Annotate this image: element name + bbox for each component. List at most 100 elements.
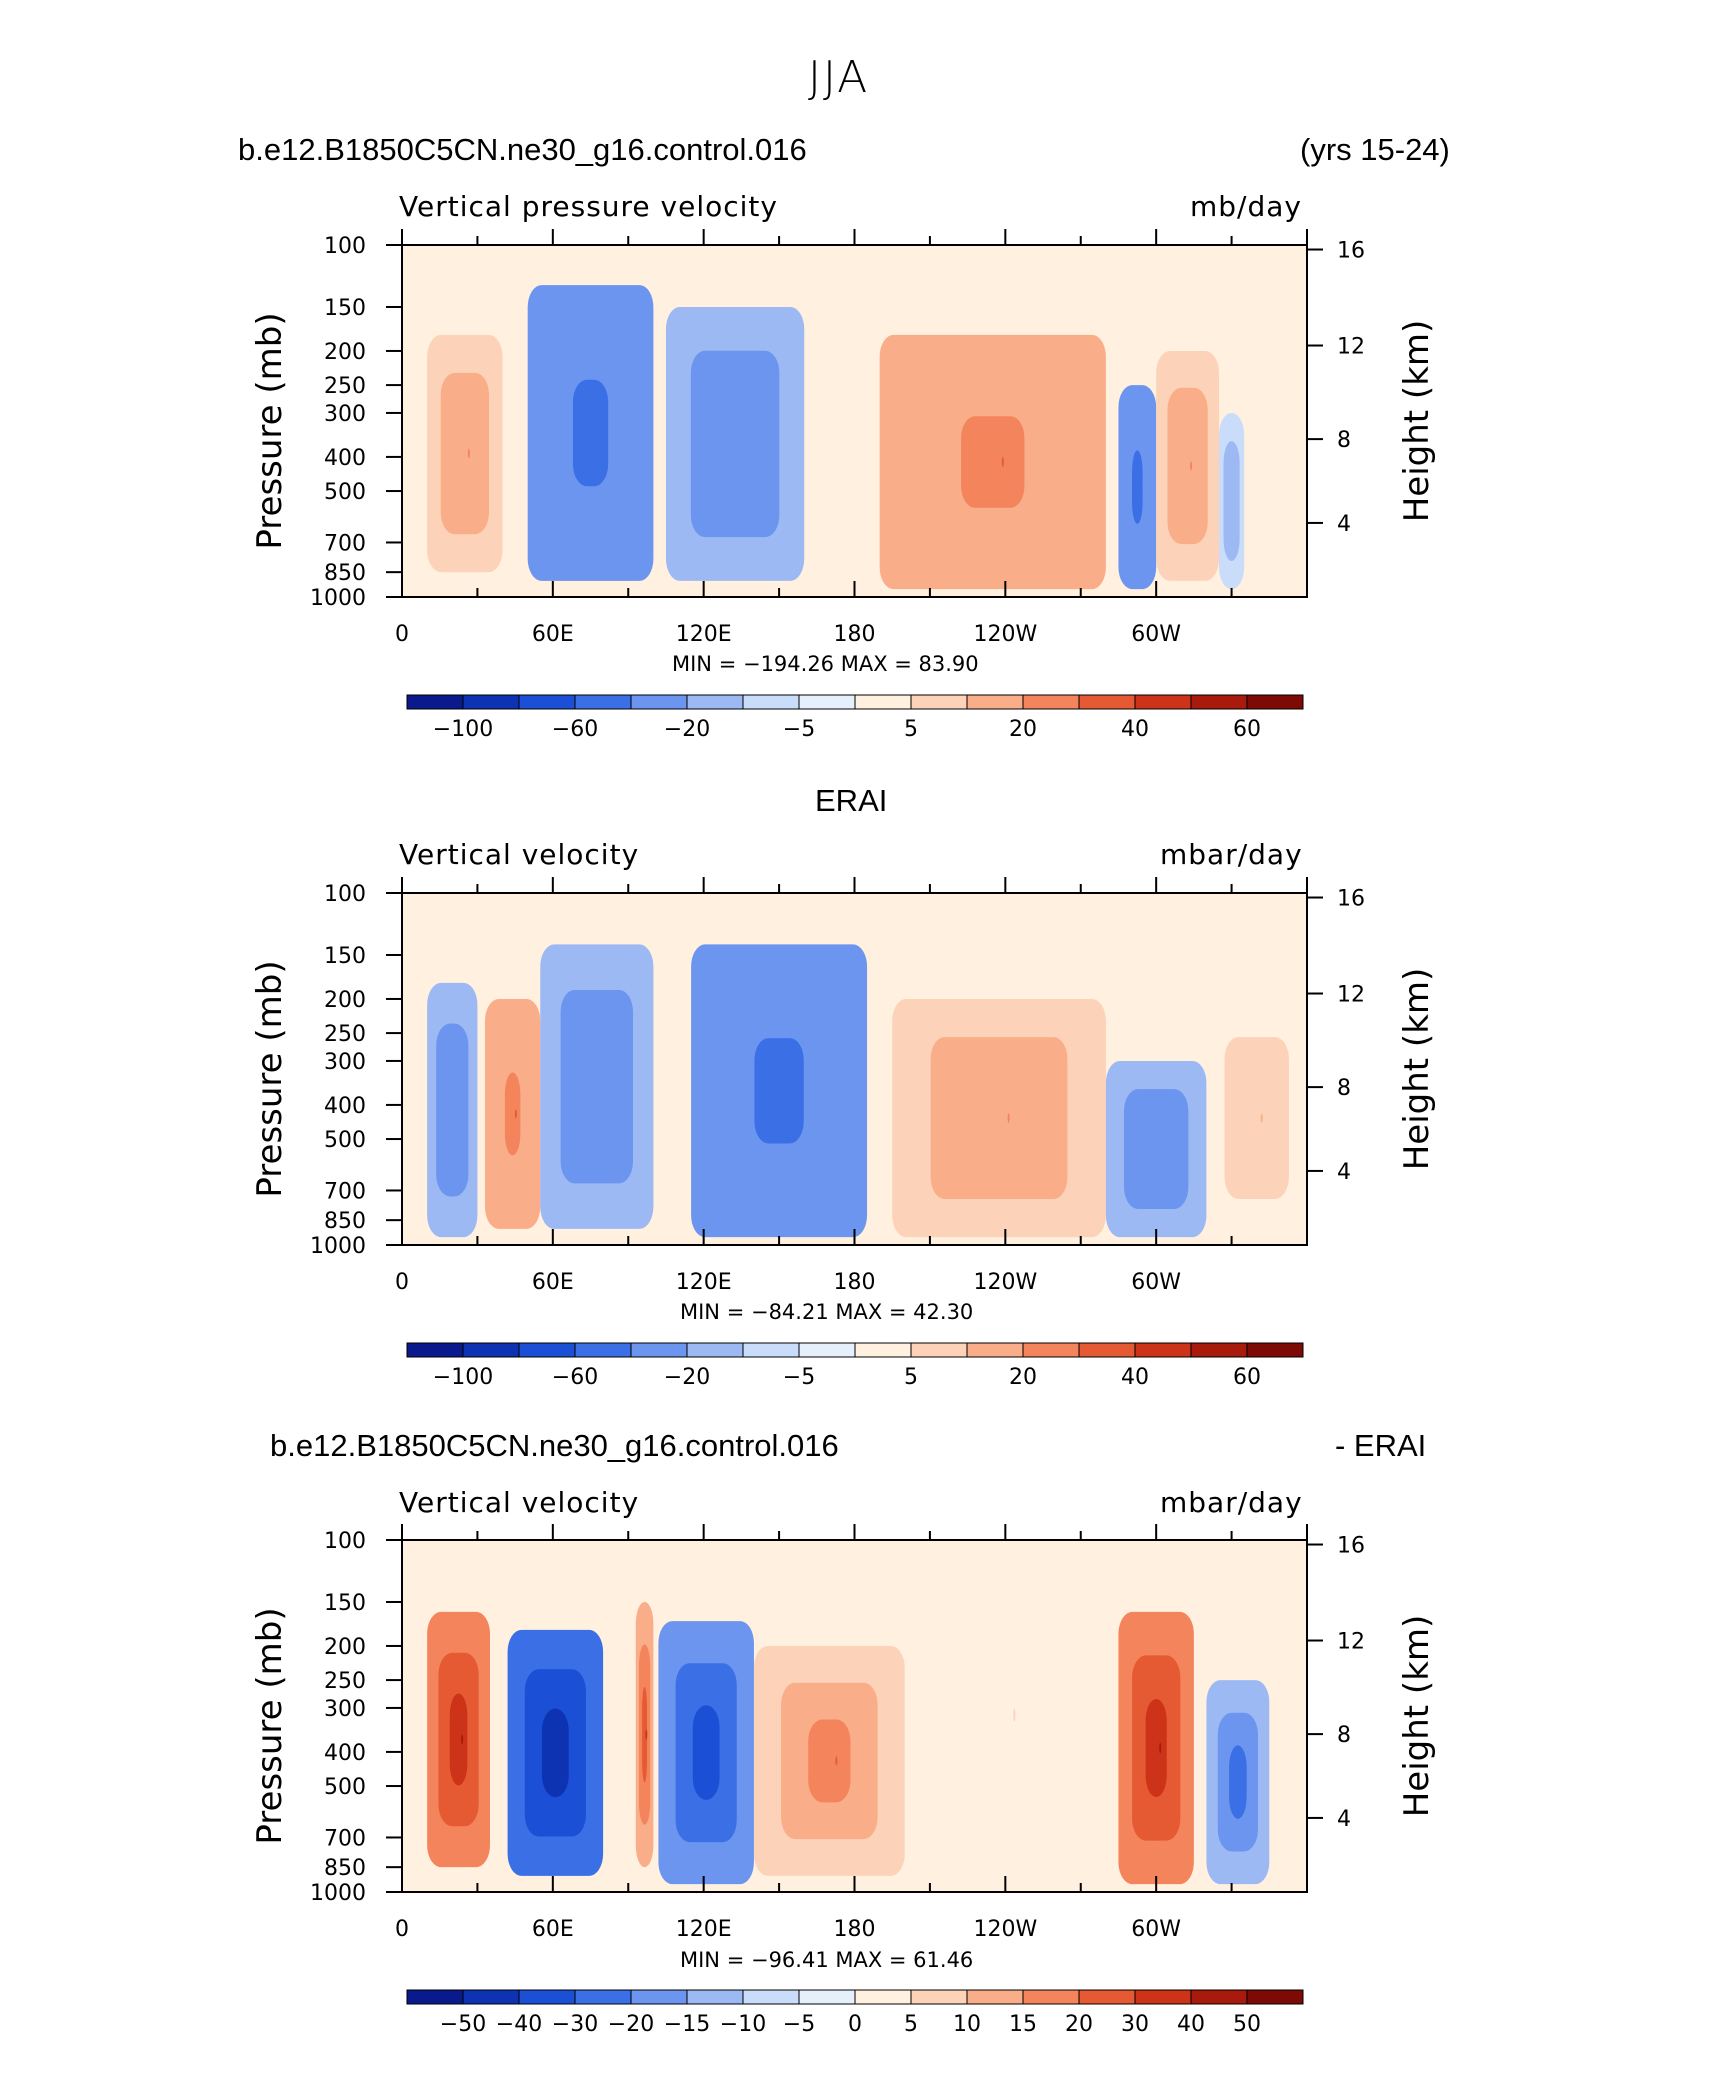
y-axis-title: Pressure (mb)	[250, 1607, 290, 1844]
contour-fill-7-4	[1232, 497, 1235, 505]
y-axis-title-right: Height (km)	[1397, 1615, 1437, 1818]
colorbar-box	[1190, 1342, 1248, 1358]
contour-fill-7-4	[1159, 1742, 1162, 1754]
contour-fill-5-3	[1132, 450, 1143, 524]
colorbar-label: −5	[783, 717, 815, 742]
colorbar-box	[910, 1342, 968, 1358]
colorbar-box	[966, 1342, 1024, 1358]
colorbar-label: −30	[552, 2012, 598, 2037]
colorbar-label: 20	[1009, 717, 1037, 742]
y-tick-label: 400	[324, 1741, 366, 1766]
y-tick-label-right: 12	[1337, 335, 1365, 360]
y-tick-label: 700	[324, 1826, 366, 1851]
colorbar-label: −20	[664, 1365, 710, 1390]
colorbar-box	[574, 694, 632, 710]
colorbar-box	[1246, 694, 1304, 710]
colorbar-box	[910, 1989, 968, 2005]
x-tick-label: 60E	[532, 622, 574, 647]
colorbar-box	[854, 1342, 912, 1358]
colorbar-label: 20	[1009, 1365, 1037, 1390]
contour-fill-7-3	[1242, 1075, 1271, 1161]
contour-fill-4-4	[710, 1747, 713, 1758]
contour-fill-7-4	[1260, 1113, 1263, 1123]
y-axis-title: Pressure (mb)	[250, 960, 290, 1197]
contour-fill-6-3	[1178, 424, 1197, 508]
colorbar-box	[798, 1989, 856, 2005]
contour-fill-1-3	[449, 1693, 468, 1786]
colorbar-label: −60	[552, 1365, 598, 1390]
x-tick-label: 0	[395, 1917, 409, 1942]
panel3-left-string: Vertical velocity	[399, 1486, 640, 1519]
y-tick-label: 250	[324, 1022, 366, 1047]
x-tick-label: 0	[395, 622, 409, 647]
colorbar-box	[406, 1989, 464, 2005]
colorbar-label: 5	[904, 2012, 918, 2037]
colorbar-box	[966, 694, 1024, 710]
colorbar-box	[798, 1342, 856, 1358]
contour-fill-4-3	[961, 416, 1025, 508]
colorbar-box	[1246, 1989, 1304, 2005]
contour-fill-1-4	[467, 448, 470, 459]
y-tick-label: 850	[324, 561, 366, 586]
panel1-case-suffix: (yrs 15-24)	[1300, 132, 1450, 167]
contour-fill-4-4	[786, 1084, 789, 1097]
colorbar-box	[1078, 1989, 1136, 2005]
colorbar-label: 15	[1009, 2012, 1037, 2037]
contour-fill-5-4	[1138, 483, 1141, 492]
contour-fill-8-3	[1229, 1745, 1247, 1819]
contour-fill-2-4	[514, 1109, 517, 1119]
colorbar-box	[1190, 694, 1248, 710]
x-tick-label: 60E	[532, 1917, 574, 1942]
colorbar-label: −5	[783, 1365, 815, 1390]
colorbar-box	[686, 1989, 744, 2005]
colorbar-label: −10	[720, 2012, 766, 2037]
colorbar-box	[854, 1989, 912, 2005]
panel1-minmax: MIN = −194.26 MAX = 83.90	[672, 652, 979, 676]
y-axis-title-right: Height (km)	[1397, 968, 1437, 1171]
contour-fill-7-3	[1145, 1698, 1167, 1798]
y-axis-title: Pressure (mb)	[250, 312, 290, 549]
panel3-right-string: mbar/day	[1160, 1486, 1303, 1519]
y-tick-label: 300	[324, 402, 366, 427]
y-tick-label: 1000	[310, 1881, 366, 1906]
colorbar-box	[630, 1342, 688, 1358]
contour-fill-4-3	[692, 1705, 720, 1800]
y-tick-label: 500	[324, 1128, 366, 1153]
contour-fill-4-4	[1001, 456, 1004, 468]
x-tick-label: 60W	[1131, 1917, 1181, 1942]
colorbar-label: −20	[608, 2012, 654, 2037]
colorbar-box	[1134, 694, 1192, 710]
x-tick-label: 180	[834, 1270, 876, 1295]
colorbar-box	[462, 1989, 520, 2005]
contour-fill-3-3	[642, 1686, 648, 1783]
colorbar-label: −20	[664, 717, 710, 742]
contour-fill-3-4	[645, 1729, 648, 1740]
panel-1: 0 60E 120E 180 120W 60W 100 150 200 250 300 400 500 7…	[250, 229, 1437, 742]
panel1-case-title: b.e12.B1850C5CN.ne30_g16.control.016	[238, 132, 807, 167]
y-tick-label: 200	[324, 340, 366, 365]
panel1-right-string: mb/day	[1190, 190, 1302, 223]
y-tick-label: 850	[324, 1209, 366, 1234]
panel1-left-string: Vertical pressure velocity	[399, 190, 778, 223]
panel2-minmax: MIN = −84.21 MAX = 42.30	[680, 1300, 974, 1324]
colorbar-box	[1022, 1989, 1080, 2005]
colorbar-label: 5	[904, 717, 918, 742]
contour-fill-6-3	[1142, 1117, 1171, 1181]
y-tick-label: 1000	[310, 1234, 366, 1259]
contour-fill-5-3	[808, 1719, 851, 1803]
y-tick-label-right: 8	[1337, 428, 1351, 453]
y-tick-label: 200	[324, 1635, 366, 1660]
panel3-minmax: MIN = −96.41 MAX = 61.46	[680, 1948, 974, 1972]
y-tick-label: 150	[324, 296, 366, 321]
colorbar-label: 40	[1121, 1365, 1149, 1390]
colorbar-label: 30	[1121, 2012, 1149, 2037]
colorbar-label: 10	[953, 2012, 981, 2037]
contour-fill-6-4	[1160, 1145, 1163, 1153]
colorbar-box	[630, 694, 688, 710]
colorbar-box	[742, 1342, 800, 1358]
y-tick-label-right: 12	[1337, 983, 1365, 1008]
y-tick-label: 300	[324, 1697, 366, 1722]
colorbar-label: 0	[848, 2012, 862, 2037]
panel2-case-title: ERAI	[815, 783, 888, 818]
